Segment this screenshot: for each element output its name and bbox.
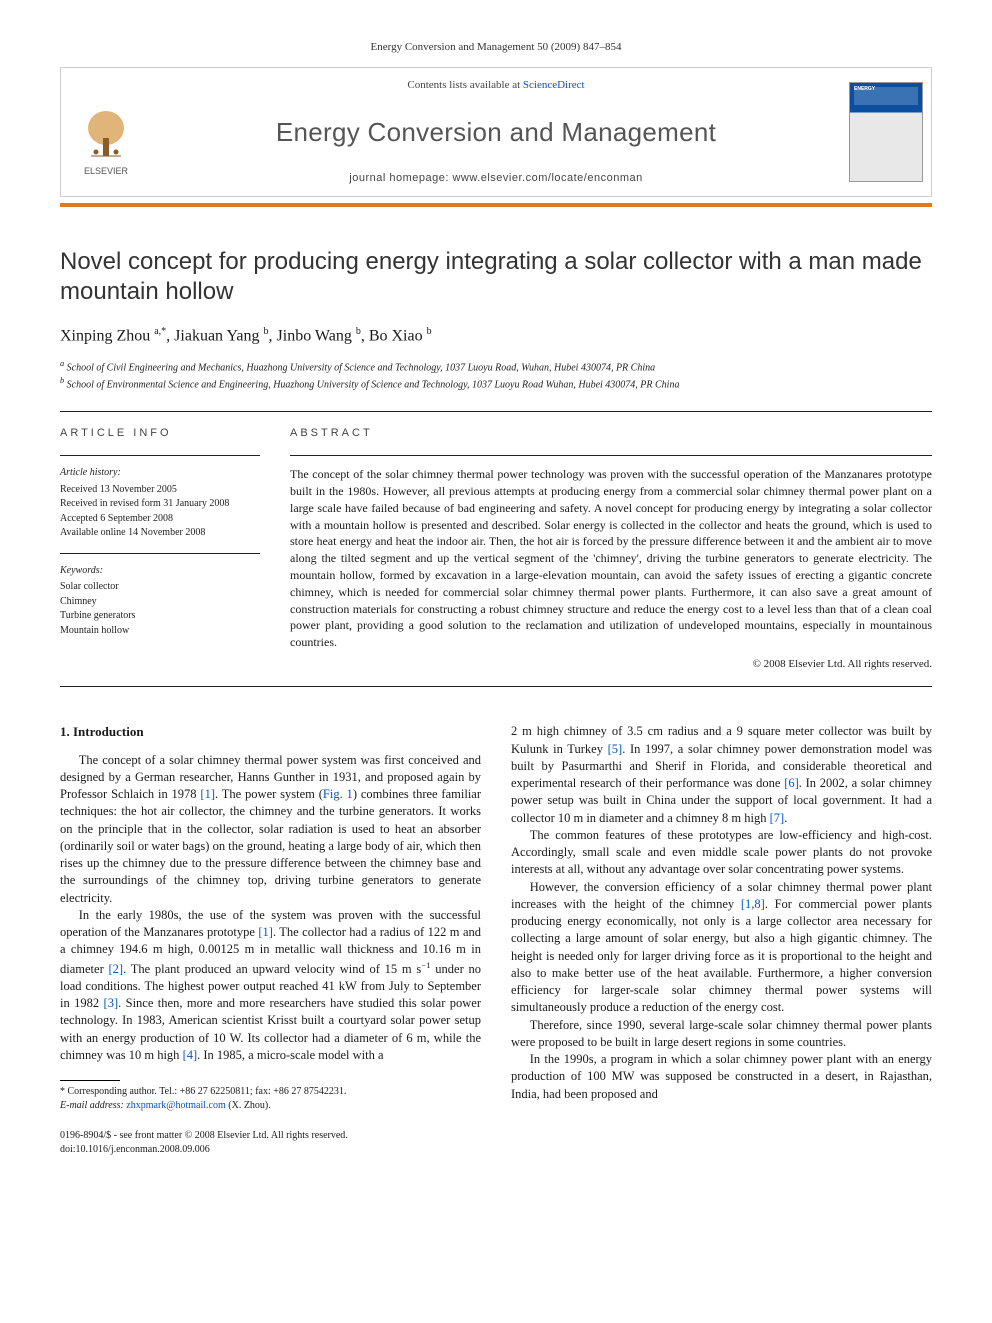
article-info-column: ARTICLE INFO Article history: Received 1… [60,426,260,673]
footnote-separator [60,1080,120,1081]
corr-author-line: * Corresponding author. Tel.: +86 27 622… [60,1085,481,1099]
keyword: Mountain hollow [60,624,260,639]
body-text: . The plant produced an upward velocity … [123,962,421,976]
citation-link[interactable]: [1] [200,787,215,801]
citation-link[interactable]: [2] [108,962,123,976]
citation-link[interactable]: [7] [770,811,785,825]
corr-email-line: E-mail address: zhxpmark@hotmail.com (X.… [60,1099,481,1113]
divider [60,455,260,456]
online-date: Available online 14 November 2008 [60,526,260,541]
cover-title-text: ENERGY [854,87,875,93]
body-paragraph: In the early 1980s, the use of the syste… [60,907,481,1064]
abstract-column: ABSTRACT The concept of the solar chimne… [290,426,932,673]
header-accent-bar [60,203,932,207]
journal-header: ELSEVIER Contents lists available at Sci… [60,67,932,197]
received-date: Received 13 November 2005 [60,483,260,498]
citation-link[interactable]: [5] [608,742,623,756]
body-paragraph: However, the conversion efficiency of a … [511,879,932,1017]
affiliation-b-text: School of Environmental Science and Engi… [67,380,680,391]
journal-cover-thumbnail: ENERGY [849,82,923,182]
abstract-heading: ABSTRACT [290,426,932,441]
journal-name: Energy Conversion and Management [159,114,833,150]
left-column: 1. Introduction The concept of a solar c… [60,723,481,1157]
body-paragraph: In the 1990s, a program in which a solar… [511,1051,932,1103]
issn-line: 0196-8904/$ - see front matter © 2008 El… [60,1129,481,1143]
email-who: (X. Zhou). [226,1100,271,1111]
figure-link[interactable]: Fig. 1 [323,787,353,801]
corresponding-author-footnote: * Corresponding author. Tel.: +86 27 622… [60,1085,481,1113]
citation-link[interactable]: [1,8] [741,897,765,911]
citation-link[interactable]: [6] [784,776,799,790]
homepage-url[interactable]: www.elsevier.com/locate/enconman [452,172,642,184]
elsevier-logo: ELSEVIER [71,108,141,188]
affiliation-a: a School of Civil Engineering and Mechan… [60,358,932,375]
divider [290,455,932,456]
publisher-logo-cell: ELSEVIER [61,68,151,196]
article-info-heading: ARTICLE INFO [60,426,260,441]
body-text: ) combines three familiar techniques: th… [60,787,481,905]
author-list: Xinping Zhou a,*, Jiakuan Yang b, Jinbo … [60,325,932,348]
citation-link[interactable]: [3] [104,996,119,1010]
body-text: . In 1985, a micro-scale model with a [197,1048,383,1062]
abstract-text: The concept of the solar chimney thermal… [290,466,932,651]
email-label: E-mail address: [60,1100,124,1111]
divider [60,686,932,687]
article-title: Novel concept for producing energy integ… [60,247,932,307]
doi-line: doi:10.1016/j.enconman.2008.09.006 [60,1143,481,1157]
article-history-head: Article history: [60,466,260,481]
abstract-copyright: © 2008 Elsevier Ltd. All rights reserved… [290,657,932,672]
publisher-name: ELSEVIER [84,165,128,178]
right-column: 2 m high chimney of 3.5 cm radius and a … [511,723,932,1157]
affiliation-a-text: School of Civil Engineering and Mechanic… [67,362,655,373]
keyword: Chimney [60,595,260,610]
accepted-date: Accepted 6 September 2008 [60,512,260,527]
affiliation-b: b School of Environmental Science and En… [60,375,932,392]
affiliations: a School of Civil Engineering and Mechan… [60,358,932,393]
body-paragraph: Therefore, since 1990, several large-sca… [511,1017,932,1052]
section-heading: 1. Introduction [60,723,481,741]
body-text: . The power system ( [215,787,323,801]
contents-lists-line: Contents lists available at ScienceDirec… [159,78,833,93]
revised-date: Received in revised form 31 January 2008 [60,497,260,512]
body-text: . For commercial power plants producing … [511,897,932,1015]
keyword: Solar collector [60,580,260,595]
front-matter-meta: 0196-8904/$ - see front matter © 2008 El… [60,1129,481,1157]
divider [60,411,932,412]
divider [60,553,260,554]
top-citation: Energy Conversion and Management 50 (200… [60,40,932,55]
keyword: Turbine generators [60,609,260,624]
citation-link[interactable]: [1] [258,925,273,939]
journal-homepage: journal homepage: www.elsevier.com/locat… [159,171,833,186]
keywords-head: Keywords: [60,564,260,579]
elsevier-tree-icon [81,108,131,163]
citation-link[interactable]: [4] [183,1048,198,1062]
homepage-prefix: journal homepage: [349,172,452,184]
email-link[interactable]: zhxpmark@hotmail.com [126,1100,225,1111]
body-paragraph: The common features of these prototypes … [511,827,932,879]
body-paragraph: 2 m high chimney of 3.5 cm radius and a … [511,723,932,827]
body-text: . [784,811,787,825]
body-two-column: 1. Introduction The concept of a solar c… [60,723,932,1157]
contents-prefix: Contents lists available at [407,79,522,91]
sciencedirect-link[interactable]: ScienceDirect [523,79,585,91]
cover-thumbnail-cell: ENERGY [841,68,931,196]
body-paragraph: The concept of a solar chimney thermal p… [60,752,481,907]
